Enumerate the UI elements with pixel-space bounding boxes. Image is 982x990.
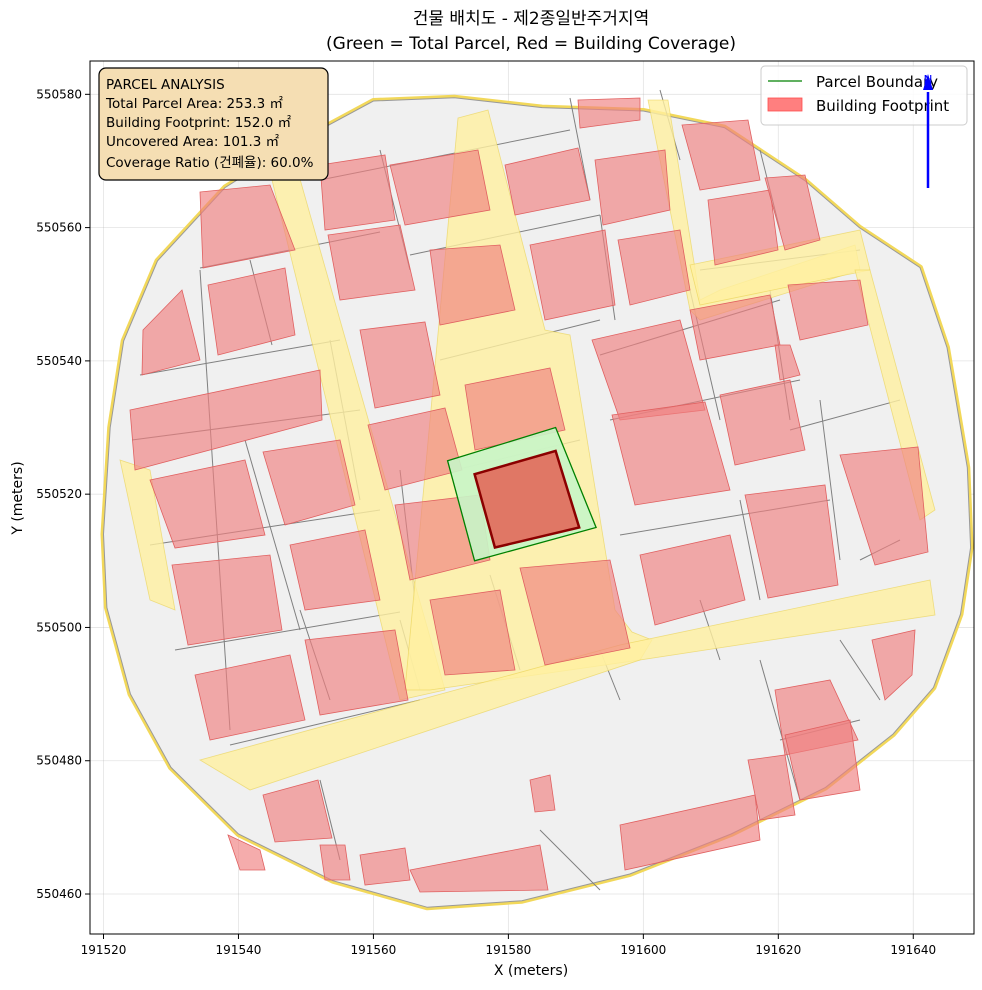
context-building bbox=[359, 847, 411, 886]
north-arrow: N bbox=[923, 73, 933, 188]
info-footprint: Building Footprint: 152.0 ㎡ bbox=[106, 115, 292, 131]
context-building bbox=[171, 554, 283, 646]
context-building bbox=[227, 834, 266, 871]
context-building bbox=[839, 446, 929, 566]
y-axis-ticks: 550460 550480 550500 550520 550540 550560 5505… bbox=[36, 87, 90, 901]
x-tick-label: 191520 bbox=[81, 943, 127, 957]
context-building bbox=[359, 321, 441, 409]
legend-building-label: Building Footprint bbox=[816, 97, 949, 115]
context-building bbox=[409, 844, 549, 893]
lot-boundary-line bbox=[139, 339, 341, 376]
context-building bbox=[319, 844, 351, 881]
context-building bbox=[744, 484, 839, 599]
lot-boundary-line bbox=[839, 639, 881, 701]
context-building bbox=[577, 97, 641, 129]
context-building bbox=[529, 229, 616, 321]
y-tick-label: 550540 bbox=[36, 354, 82, 368]
context-building bbox=[319, 154, 396, 231]
x-tick-label: 191620 bbox=[755, 943, 801, 957]
north-arrow-label: N bbox=[924, 73, 933, 87]
context-building bbox=[871, 629, 916, 701]
context-building bbox=[389, 149, 491, 226]
context-building bbox=[429, 589, 516, 676]
context-building bbox=[262, 439, 356, 526]
lot-boundary-line bbox=[819, 399, 841, 561]
target-building-footprint bbox=[473, 449, 581, 549]
context-building bbox=[764, 174, 821, 251]
context-building bbox=[784, 719, 861, 801]
context-building bbox=[594, 149, 671, 226]
y-tick-label: 550580 bbox=[36, 87, 82, 101]
info-coverage: Coverage Ratio (건폐율): 60.0% bbox=[106, 155, 314, 171]
context-building bbox=[639, 534, 746, 626]
info-uncovered: Uncovered Area: 101.3 ㎡ bbox=[106, 134, 280, 150]
lot-boundary-line bbox=[229, 699, 421, 746]
x-axis-label: X (meters) bbox=[494, 963, 568, 979]
context-building bbox=[774, 344, 801, 381]
y-tick-label: 550560 bbox=[36, 221, 82, 235]
figure-title-line2: (Green = Total Parcel, Red = Building Co… bbox=[326, 34, 736, 54]
x-tick-label: 191560 bbox=[351, 943, 397, 957]
context-building bbox=[207, 267, 296, 356]
lot-boundary-line bbox=[569, 97, 591, 201]
context-building bbox=[617, 229, 691, 306]
context-building bbox=[194, 654, 306, 741]
x-tick-label: 191600 bbox=[620, 943, 666, 957]
y-tick-label: 550480 bbox=[36, 754, 82, 768]
y-tick-label: 550460 bbox=[36, 887, 82, 901]
context-building bbox=[611, 401, 731, 506]
context-building bbox=[719, 379, 806, 466]
context-building bbox=[141, 289, 201, 376]
lot-boundary-line bbox=[174, 611, 401, 651]
context-building bbox=[199, 184, 296, 269]
context-building bbox=[519, 559, 631, 666]
context-building bbox=[304, 629, 409, 716]
legend-parcel-label: Parcel Boundary bbox=[816, 73, 938, 91]
context-building bbox=[747, 754, 796, 821]
context-building bbox=[504, 147, 591, 216]
context-building bbox=[681, 119, 761, 191]
north-arrow-head-icon bbox=[923, 74, 933, 90]
legend-building-patch-icon bbox=[767, 97, 803, 112]
context-building bbox=[787, 279, 869, 341]
context-building bbox=[149, 459, 266, 549]
x-tick-label: 191640 bbox=[890, 943, 936, 957]
info-box-background bbox=[98, 67, 329, 181]
x-tick-label: 191540 bbox=[216, 943, 262, 957]
legend: Parcel Boundary Building Footprint bbox=[760, 65, 968, 126]
x-axis-ticks: 191520 191540 191560 191580 191600 191620 1916… bbox=[81, 934, 936, 957]
context-building bbox=[262, 779, 333, 843]
y-tick-label: 550500 bbox=[36, 620, 82, 634]
x-tick-label: 191580 bbox=[485, 943, 531, 957]
context-building bbox=[619, 794, 761, 871]
map-content bbox=[100, 89, 974, 911]
context-building bbox=[464, 367, 566, 451]
context-building bbox=[327, 224, 416, 301]
lot-boundary-line bbox=[759, 659, 801, 801]
plot-frame bbox=[89, 60, 975, 935]
context-building bbox=[529, 774, 556, 813]
lot-boundary-line bbox=[539, 829, 601, 891]
lot-boundary-line bbox=[739, 499, 761, 601]
lot-boundary-line bbox=[244, 439, 301, 631]
legend-frame bbox=[760, 65, 968, 126]
context-building bbox=[429, 244, 516, 326]
y-tick-label: 550520 bbox=[36, 487, 82, 501]
context-building bbox=[707, 189, 779, 266]
parcel-analysis-box: PARCEL ANALYSIS Total Parcel Area: 253.3… bbox=[98, 67, 329, 181]
info-heading: PARCEL ANALYSIS bbox=[106, 77, 225, 93]
lot-boundary-line bbox=[789, 399, 901, 431]
figure-title-line1: 건물 배치도 - 제2종일반주거지역 bbox=[413, 9, 649, 29]
context-building bbox=[289, 529, 381, 611]
y-axis-label: Y (meters) bbox=[10, 461, 26, 535]
context-building bbox=[129, 369, 323, 471]
info-total-area: Total Parcel Area: 253.3 ㎡ bbox=[105, 96, 283, 112]
